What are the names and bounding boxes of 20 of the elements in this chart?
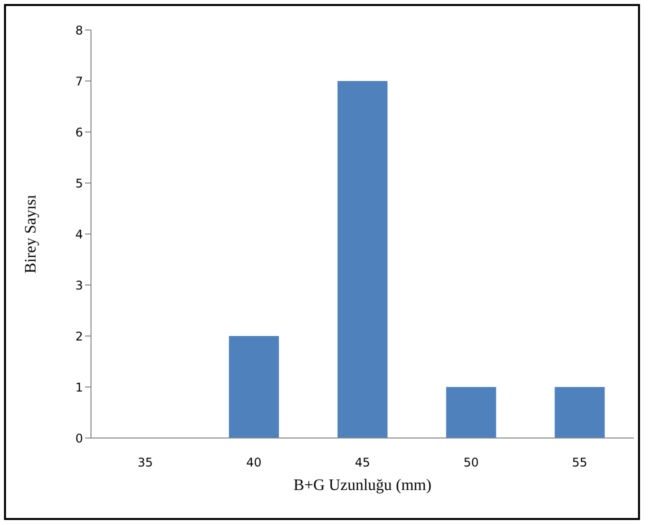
y-tick-label: 7 — [75, 74, 83, 88]
x-tick-label: 50 — [463, 456, 479, 470]
y-tick-label: 8 — [75, 23, 83, 38]
y-tick-label: 1 — [75, 380, 83, 394]
y-tick-label: 6 — [75, 125, 83, 140]
x-tick-label: 40 — [246, 456, 262, 470]
x-axis-title: B+G Uzunluğu (mm) — [294, 477, 432, 494]
x-tick-label: 55 — [572, 456, 588, 470]
y-tick-label: 0 — [75, 431, 83, 446]
y-tick-label: 2 — [75, 329, 83, 344]
x-tick-label: 45 — [354, 456, 370, 470]
x-tick-label: 35 — [138, 456, 153, 470]
bar — [228, 336, 279, 438]
bar — [554, 387, 605, 438]
y-axis-title: Birey Sayısı — [22, 194, 40, 274]
bar — [338, 81, 388, 438]
bar — [446, 387, 496, 438]
y-tick-label: 5 — [75, 176, 83, 190]
y-tick-label: 4 — [75, 227, 83, 242]
y-tick-label: 3 — [75, 278, 83, 292]
